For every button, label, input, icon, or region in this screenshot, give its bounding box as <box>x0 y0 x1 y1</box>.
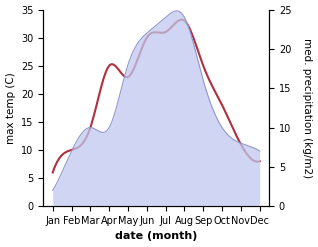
X-axis label: date (month): date (month) <box>115 231 197 242</box>
Y-axis label: med. precipitation (kg/m2): med. precipitation (kg/m2) <box>302 38 313 178</box>
Y-axis label: max temp (C): max temp (C) <box>5 72 16 144</box>
